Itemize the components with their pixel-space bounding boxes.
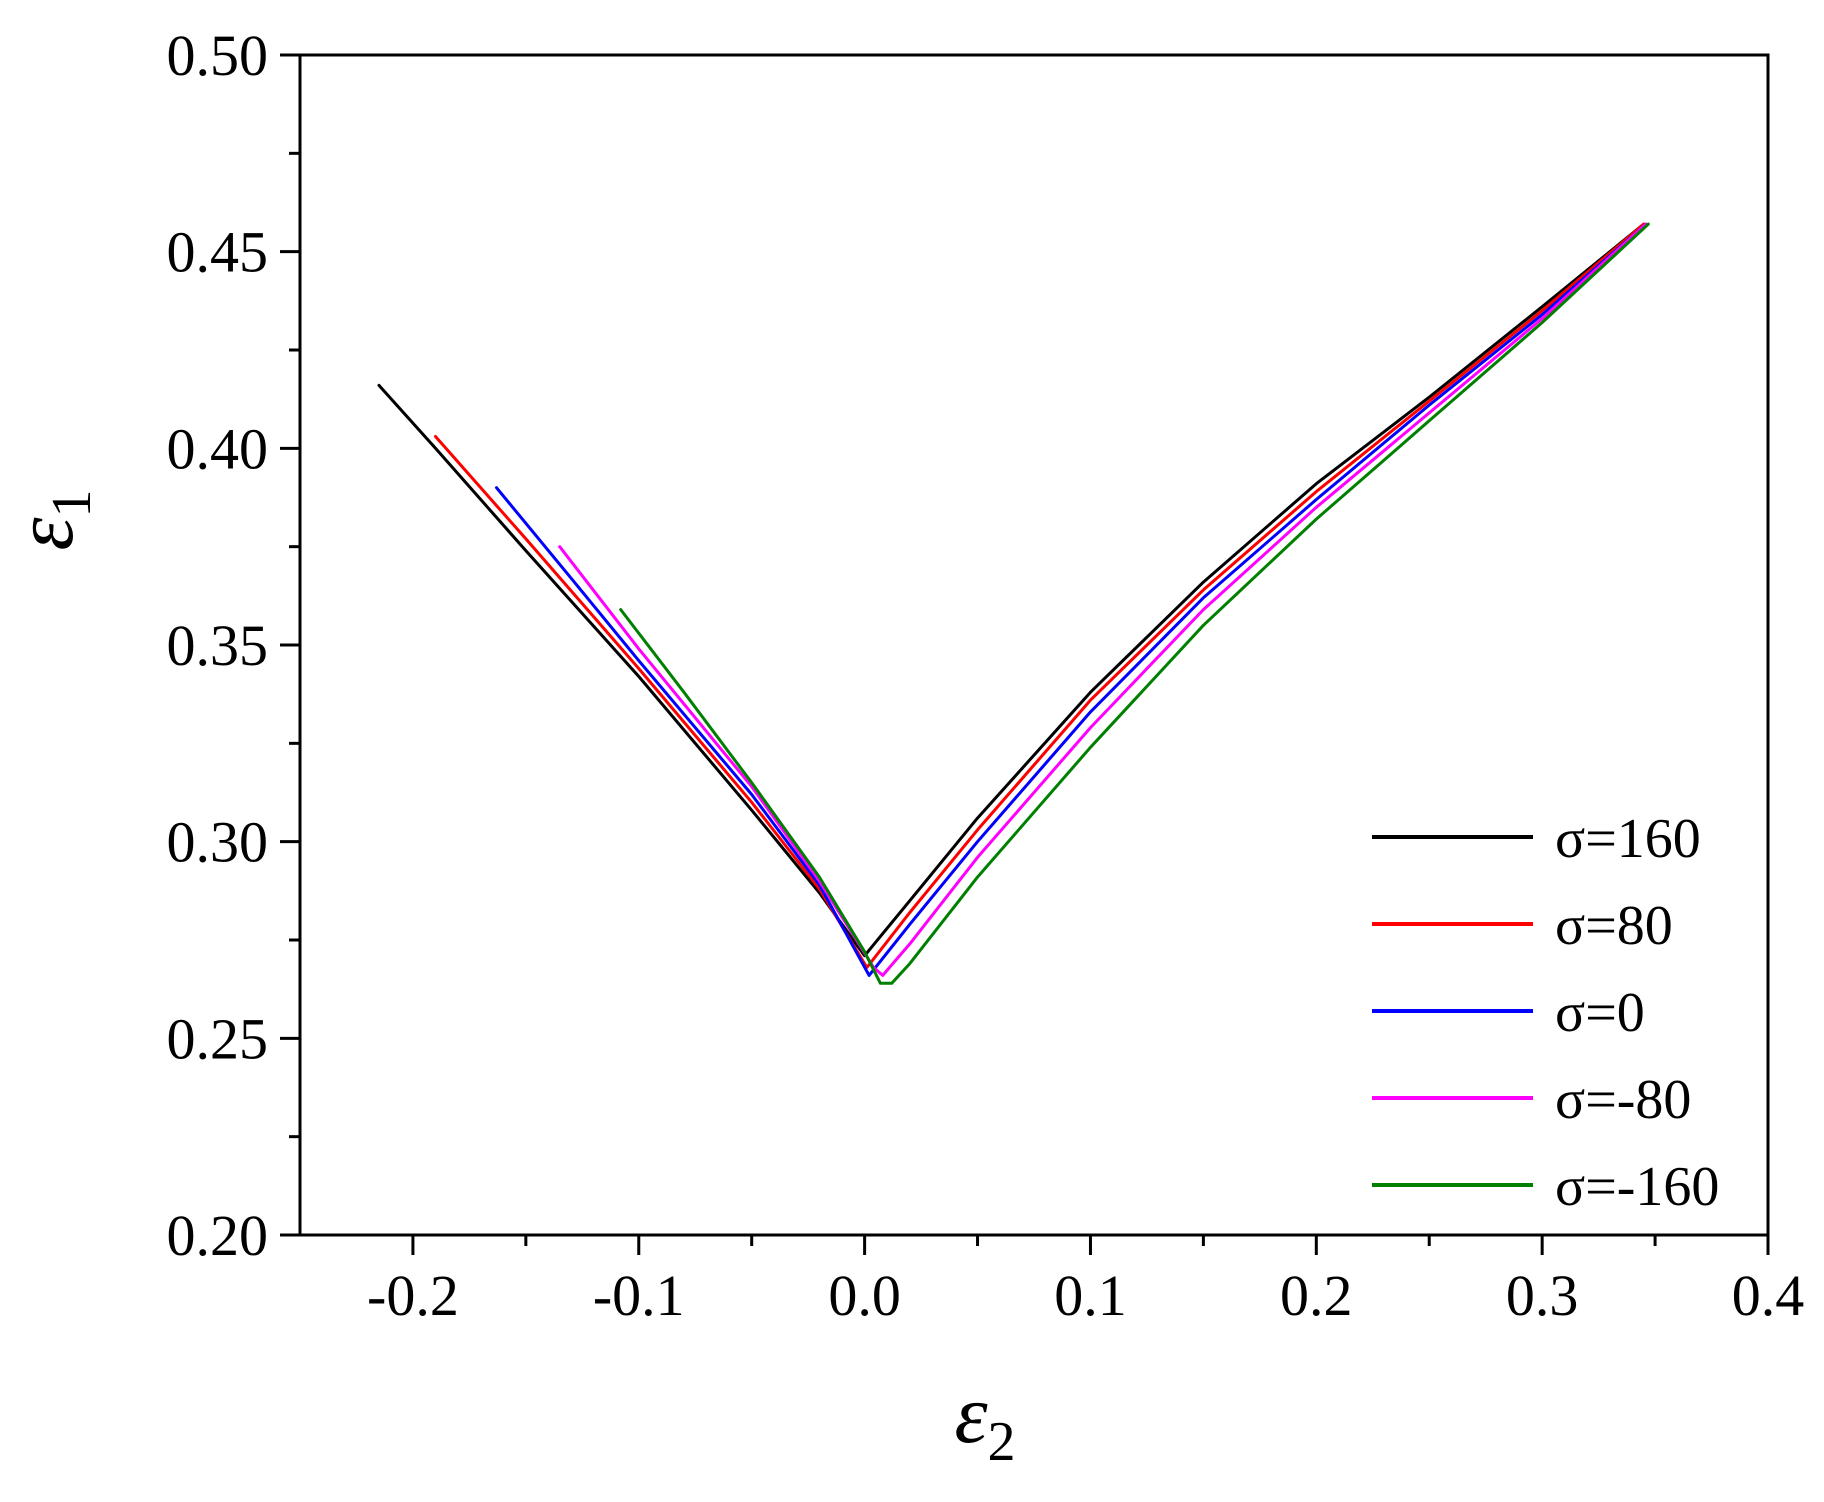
- x-axis-symbol: ε: [954, 1368, 988, 1461]
- y-axis-label: ε1: [0, 489, 103, 550]
- legend-label: σ=-160: [1555, 1156, 1719, 1218]
- series-line: [619, 222, 1650, 985]
- y-axis-subscript: 1: [41, 489, 103, 517]
- y-axis-ticks: 0.20 0.25 0.30 0.35 0.40 0.45 0.50: [167, 23, 300, 1268]
- y-axis-symbol: ε: [0, 517, 91, 551]
- x-axis-subscript: 2: [988, 1411, 1016, 1473]
- x-tick-label: -0.2: [367, 1263, 459, 1328]
- x-axis-ticks: -0.2 -0.1 0.0 0.1 0.2 0.3 0.4: [367, 1235, 1804, 1328]
- series-group: [377, 222, 1650, 985]
- y-tick-label: 0.45: [167, 220, 269, 285]
- y-tick-label: 0.40: [167, 416, 269, 481]
- series-line: [377, 222, 1646, 958]
- x-tick-label: 0.4: [1732, 1263, 1805, 1328]
- x-tick-label: 0.0: [828, 1263, 901, 1328]
- y-tick-label: 0.20: [167, 1203, 269, 1268]
- x-tick-label: 0.3: [1506, 1263, 1579, 1328]
- y-tick-label: 0.25: [167, 1006, 269, 1071]
- x-axis-label: ε2: [954, 1368, 1015, 1473]
- legend-label: σ=-80: [1555, 1069, 1691, 1131]
- series-line: [434, 222, 1646, 969]
- legend-label: σ=160: [1555, 808, 1701, 870]
- series-line: [558, 222, 1648, 977]
- legend-label: σ=80: [1555, 895, 1673, 957]
- y-tick-label: 0.30: [167, 810, 269, 875]
- x-tick-label: -0.1: [593, 1263, 685, 1328]
- y-tick-label: 0.35: [167, 613, 269, 678]
- legend: σ=160 σ=80 σ=0 σ=-80 σ=-160: [1372, 808, 1719, 1218]
- series-line: [495, 222, 1648, 977]
- legend-label: σ=0: [1555, 982, 1645, 1044]
- x-tick-label: 0.2: [1280, 1263, 1353, 1328]
- x-tick-label: 0.1: [1054, 1263, 1127, 1328]
- y-tick-label: 0.50: [167, 23, 269, 88]
- plot-frame: [298, 53, 1770, 1237]
